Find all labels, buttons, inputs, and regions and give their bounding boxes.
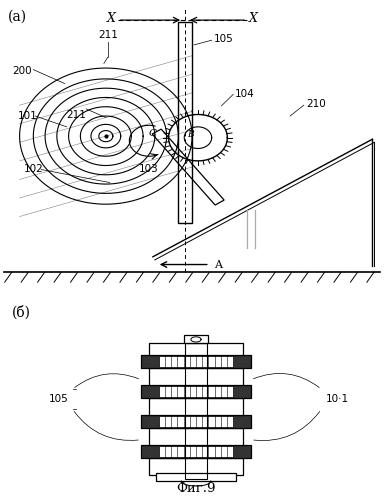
Text: 102: 102 [24,164,43,174]
Text: Фиг.9: Фиг.9 [176,482,216,495]
Bar [149,368,243,385]
Bar [159,356,233,367]
Bar [141,355,251,368]
Text: 10·1: 10·1 [325,394,348,404]
Text: 105: 105 [49,394,69,404]
Bar [149,398,243,415]
Text: 105: 105 [214,33,233,44]
Bar [156,473,236,481]
Bar [159,446,233,457]
Text: 210: 210 [306,99,325,109]
Bar [141,385,251,398]
Text: 103: 103 [139,164,159,174]
Bar [178,21,192,223]
Text: (а): (а) [8,9,27,23]
Bar [184,335,208,343]
Bar [149,343,243,355]
Text: X: X [249,12,258,25]
Text: 200: 200 [12,66,31,76]
Text: 104: 104 [235,89,255,99]
Bar [159,386,233,397]
Text: X: X [107,12,116,25]
Bar [149,428,243,445]
Text: 211: 211 [67,110,86,120]
Bar [159,416,233,427]
Bar [185,343,207,479]
Bar [141,415,251,428]
Text: A: A [214,260,221,270]
Text: B: B [187,130,193,139]
Text: 211: 211 [98,30,118,40]
Bar [149,458,243,475]
Text: C: C [149,129,157,138]
Text: (б): (б) [12,305,31,320]
Text: 101: 101 [18,111,37,121]
Bar [141,445,251,458]
